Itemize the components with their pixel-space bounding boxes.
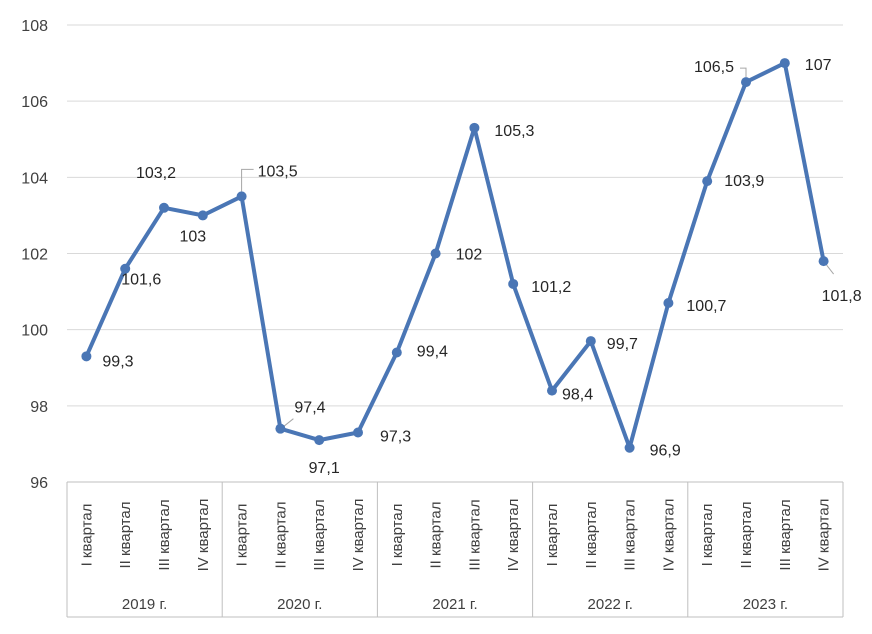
data-point [430,248,441,259]
x-tick-label: III квартал [466,499,483,570]
data-label: 97,1 [309,460,340,477]
x-group-label: 2023 г. [743,596,788,613]
data-label: 105,3 [494,123,534,140]
data-point [702,176,713,187]
y-tick-label: 96 [30,475,48,492]
x-tick-label: III квартал [311,499,328,570]
data-point [353,427,363,438]
data-point [469,122,480,133]
x-group-label: 2022 г. [588,596,633,613]
data-point [81,351,92,362]
data-label: 107 [805,57,832,74]
data-label-leader [283,418,294,428]
x-tick-label: IV квартал [660,499,677,572]
data-point [663,298,674,309]
x-tick-label: I квартал [544,504,561,567]
data-label: 101,6 [121,272,161,289]
data-point [314,435,325,446]
x-tick-label: IV квартал [350,499,367,572]
x-tick-label: IV квартал [816,499,833,572]
grid-lines [67,24,843,407]
x-tick-label: II квартал [583,501,600,568]
y-tick-label: 108 [21,18,48,35]
y-axis: 96 98 100 102 104 106 108 [21,18,48,492]
x-group-label: 2019 г. [122,596,167,613]
y-tick-label: 104 [21,170,48,187]
data-point [159,202,169,213]
data-point [391,347,402,358]
data-points [81,58,829,453]
data-point [197,210,208,221]
data-point [508,278,519,289]
y-tick-label: 106 [21,94,48,111]
x-group-label: 2020 г. [277,596,322,613]
data-label: 101,2 [531,279,571,296]
y-tick-label: 100 [21,323,48,340]
data-label: 97,4 [294,400,325,417]
x-tick-label: IV квартал [195,499,212,572]
data-label: 99,3 [102,353,133,370]
data-point [741,77,751,88]
data-label: 98,4 [562,387,593,404]
data-label: 106,5 [694,59,734,76]
data-label: 100,7 [686,298,726,315]
data-label-leader [826,264,834,275]
x-tick-label: II квартал [272,501,289,568]
x-tick-label: III квартал [622,499,639,570]
data-label-leaders [241,67,834,428]
data-label: 103,9 [724,173,764,190]
data-label: 99,7 [607,336,638,353]
x-tick-label: II квартал [738,501,755,568]
data-label: 99,4 [417,344,448,361]
data-point [236,191,247,202]
data-label: 97,3 [380,428,411,445]
x-tick-label: III квартал [777,499,794,570]
data-label: 102 [456,247,483,264]
x-tick-label: I квартал [234,504,251,567]
data-point [818,256,829,267]
x-tick-label: I квартал [78,504,95,567]
data-label: 103,5 [258,163,298,180]
x-tick-label: I квартал [699,504,716,567]
x-tick-label: I квартал [389,504,406,567]
x-tick-label: II квартал [428,501,445,568]
data-label-leader [740,67,747,78]
data-point [779,58,790,69]
data-point [585,336,596,347]
x-tick-label: III квартал [156,499,173,570]
data-point [624,442,635,453]
data-labels: 99,3 101,6 103,2 103 103,5 97,4 97,1 97,3 99,4 10… [102,57,861,477]
x-tick-label: II квартал [117,501,134,568]
x-axis: I квартал II квартал III квартал IV квартал… [66,481,844,618]
data-point [547,385,557,396]
data-label: 101,8 [822,288,862,305]
x-tick-label: IV квартал [505,499,522,572]
y-tick-label: 98 [30,399,48,416]
x-group-label: 2021 г. [432,596,477,613]
data-point [120,263,131,274]
series-line [84,61,826,450]
y-tick-label: 102 [21,247,48,264]
data-label-leader [241,168,254,192]
data-point [275,423,286,434]
data-label: 103 [179,228,206,245]
data-label: 103,2 [136,165,176,182]
data-label: 96,9 [650,443,681,460]
